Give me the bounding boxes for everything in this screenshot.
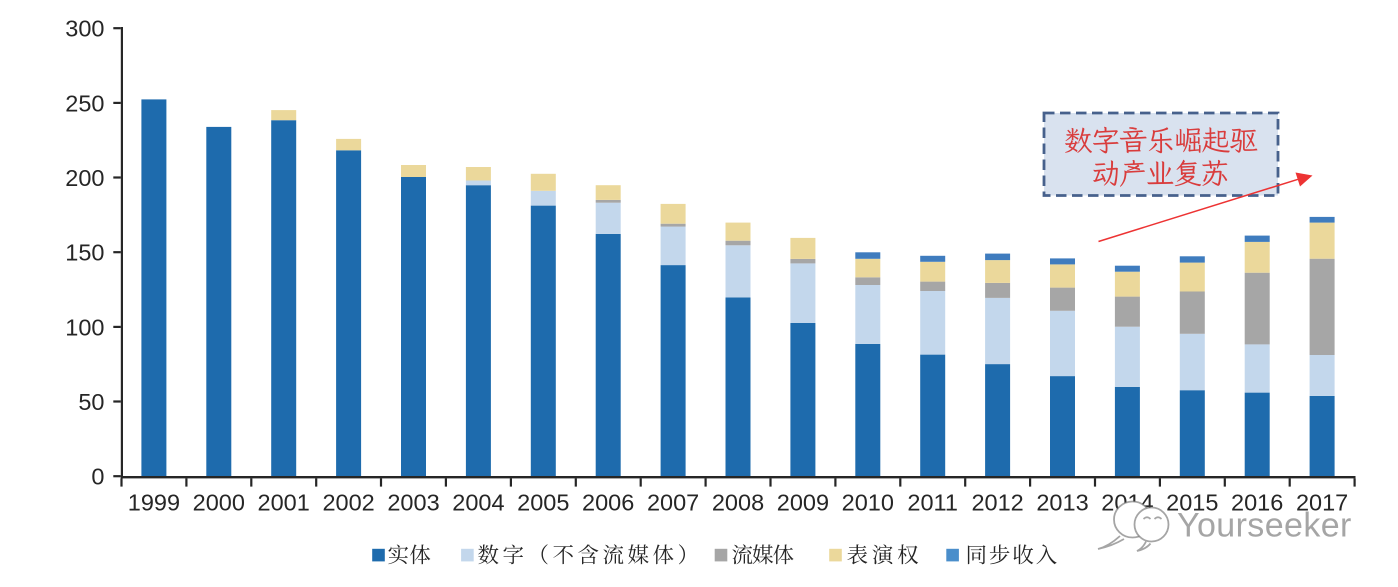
svg-text:2013: 2013 (1036, 489, 1088, 515)
svg-text:150: 150 (65, 240, 104, 266)
svg-text:2010: 2010 (842, 489, 894, 515)
svg-text:2017: 2017 (1296, 489, 1348, 515)
svg-text:2012: 2012 (971, 489, 1023, 515)
svg-text:2008: 2008 (712, 489, 764, 515)
svg-text:200: 200 (65, 165, 104, 191)
svg-text:2005: 2005 (517, 489, 569, 515)
svg-text:2006: 2006 (582, 489, 634, 515)
svg-text:250: 250 (65, 90, 104, 116)
svg-text:2015: 2015 (1166, 489, 1218, 515)
svg-text:2002: 2002 (322, 489, 374, 515)
svg-text:2011: 2011 (907, 489, 958, 515)
svg-text:2003: 2003 (387, 489, 439, 515)
svg-text:2001: 2001 (258, 489, 310, 515)
svg-text:2016: 2016 (1231, 489, 1283, 515)
svg-text:2000: 2000 (193, 489, 245, 515)
svg-text:0: 0 (91, 464, 104, 490)
svg-text:2004: 2004 (452, 489, 504, 515)
svg-text:300: 300 (65, 16, 104, 42)
svg-text:100: 100 (65, 314, 104, 340)
svg-text:Yourseeker: Yourseeker (1177, 507, 1352, 545)
svg-text:2009: 2009 (777, 489, 829, 515)
svg-text:50: 50 (78, 389, 104, 415)
svg-text:2007: 2007 (647, 489, 699, 515)
svg-text:1999: 1999 (128, 489, 180, 515)
